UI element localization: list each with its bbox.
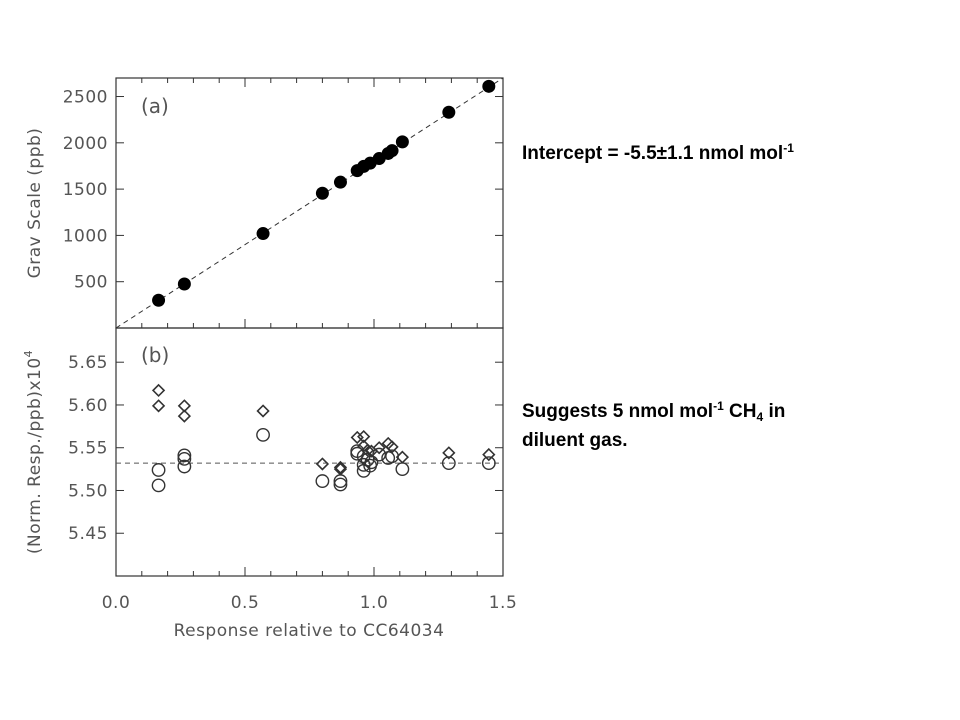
panel-b-y-axis-label-exponent: 4	[22, 350, 35, 358]
panel-b-circle-point	[177, 459, 192, 474]
panel-b-diamond-point	[315, 457, 330, 471]
panel-a-data-point	[482, 79, 496, 93]
panel-a-data-point	[315, 186, 329, 200]
panel-b-diamond-point	[151, 383, 166, 398]
panel-a-data-point	[385, 144, 399, 158]
panel-a-data-point	[256, 227, 270, 241]
panel-b-circle-point	[481, 456, 496, 471]
panel-b-diamond-point	[482, 447, 496, 462]
panel-a-data-point	[442, 105, 456, 119]
panel-b-circle-point	[350, 446, 365, 461]
panel-b-ytick-label: 5.60	[68, 396, 108, 416]
panel-a-data-point	[152, 293, 166, 307]
panel-a-label: (a)	[141, 94, 169, 118]
panel-b-diamond-point	[357, 429, 371, 444]
panel-b-y-axis-label-main: (Norm. Resp./ppb)x10	[25, 357, 45, 554]
panel-b-diamond-point	[372, 441, 386, 455]
panel-a-data-point	[177, 277, 191, 291]
panel-a-y-axis-label: Grav Scale (ppb)	[25, 128, 45, 279]
intercept-exponent: -1	[783, 141, 794, 155]
diluent-species: CH	[723, 401, 757, 422]
diluent-note: Suggests 5 nmol mol-1 CH4 in diluent gas…	[522, 394, 785, 453]
panel-b-circle-point	[256, 427, 270, 442]
panel-b-circle-point	[333, 477, 348, 492]
panel-b-diamond-point	[177, 409, 192, 423]
xtick-label: 0.5	[231, 593, 260, 613]
panel-b-diamond-point	[360, 443, 375, 457]
diluent-exponent: -1	[713, 399, 724, 413]
panel-b-label: (b)	[141, 343, 169, 367]
xtick-label: 0.0	[102, 593, 131, 613]
xtick-label: 1.0	[360, 593, 389, 613]
diluent-suffix: in	[763, 401, 786, 422]
panel-a-ytick-label: 1000	[63, 226, 108, 246]
panel-b-diamond-point	[333, 460, 348, 475]
panel-a-ytick-label: 1500	[63, 180, 108, 200]
panel-b-circle-point	[151, 478, 166, 493]
panel-a-data-point	[395, 135, 409, 149]
panel-b-circle-point	[364, 455, 379, 470]
panel-b-diamond-point	[350, 430, 364, 445]
panel-b-ytick-label: 5.50	[68, 481, 108, 501]
xtick-label: 1.5	[489, 593, 518, 613]
panel-b-circle-point	[151, 463, 166, 477]
diluent-subscript: 4	[756, 410, 764, 424]
panel-b-circle-point	[315, 474, 330, 488]
panel-b-diamond-point	[442, 446, 456, 460]
panel-b-circle-point	[333, 474, 348, 488]
panel-b-diamond-point	[151, 399, 166, 413]
diluent-text: Suggests 5 nmol mol	[522, 401, 714, 422]
panel-b-diamond-point	[256, 404, 270, 418]
panel-b: 5.45 5.50 5.55 5.60 5.65 0.0 0.5 1.0 1.5 (b) (N…	[22, 78, 517, 641]
panel-b-circle-point	[360, 452, 375, 467]
panel-b-ytick-label: 5.45	[68, 524, 108, 544]
panel-b-circle-point	[372, 447, 387, 462]
panel-a-data-point	[333, 175, 347, 189]
panel-a-ytick-label: 2000	[63, 134, 108, 154]
panel-b-ytick-label: 5.65	[68, 353, 108, 373]
diluent-note-line2: diluent gas.	[522, 430, 628, 451]
panel-b-circle-point	[395, 462, 410, 477]
panel-b-ytick-label: 5.55	[68, 439, 108, 459]
panel-a-ytick-label: 500	[74, 273, 108, 293]
intercept-note: Intercept = -5.5±1.1 nmol mol-1	[522, 136, 794, 166]
intercept-text: Intercept = -5.5±1.1 nmol mol	[522, 143, 784, 164]
panel-a: 500 1000 1500 2000 2500 (a) Grav Scale (ppb)	[25, 77, 504, 329]
panel-b-circle-point	[177, 451, 192, 466]
panel-b-circle-point	[177, 448, 192, 463]
diluent-note-line1: Suggests 5 nmol mol-1 CH4 in	[522, 394, 785, 429]
panel-b-y-axis-label: (Norm. Resp./ppb)x104	[22, 350, 45, 554]
panel-b-frame	[115, 327, 504, 577]
x-axis-label: Response relative to CC64034	[174, 621, 445, 641]
panel-b-circle-point	[441, 456, 456, 471]
panel-b-circle-point	[385, 449, 399, 464]
panel-a-ytick-label: 2500	[63, 88, 108, 108]
